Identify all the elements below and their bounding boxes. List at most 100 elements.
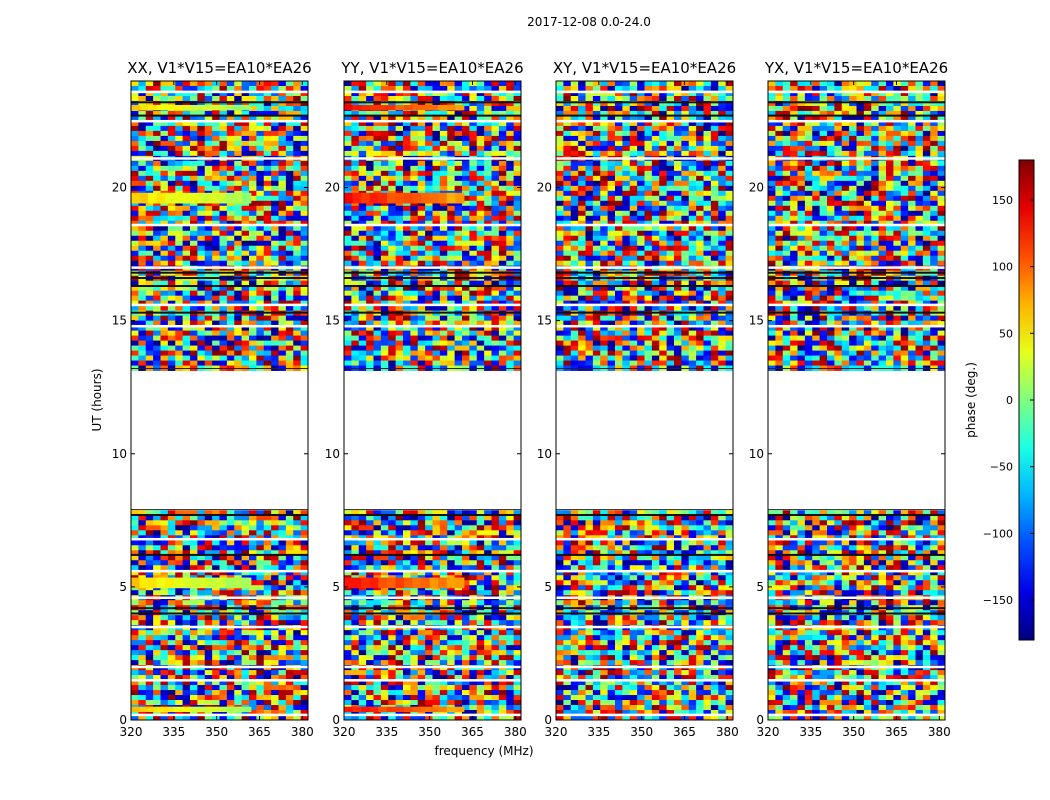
phase-cell [454, 125, 463, 132]
phase-cell [373, 95, 382, 102]
phase-cell [373, 350, 382, 356]
phase-cell [388, 180, 397, 187]
phase-cell [351, 185, 360, 192]
phase-cell [175, 675, 184, 681]
phase-cell [491, 360, 500, 366]
phase-cell [131, 100, 139, 107]
phase-cell [271, 185, 279, 192]
phase-cell [506, 205, 515, 212]
phase-cell [491, 240, 500, 247]
phase-cell [462, 150, 470, 157]
phase-cell [175, 285, 184, 292]
phase-cell [380, 545, 389, 551]
phase-cell [256, 135, 265, 142]
phase-cell [293, 120, 302, 127]
phase-cell [469, 85, 478, 92]
phase-cell [373, 690, 382, 696]
phase-cell [476, 710, 485, 716]
phase-cell [344, 90, 352, 97]
phase-cell [182, 350, 191, 356]
phase-cell [447, 620, 456, 626]
coherent-band [455, 192, 465, 204]
phase-cell [278, 260, 287, 267]
phase-cell [513, 130, 521, 137]
phase-cell [476, 580, 485, 586]
flagged-row [344, 119, 521, 123]
phase-cell [388, 255, 397, 262]
phase-cell [160, 645, 169, 651]
coherent-band [412, 706, 422, 713]
phase-cell [145, 240, 154, 247]
phase-cell [182, 185, 191, 192]
phase-cell [439, 550, 448, 556]
phase-cell [462, 510, 470, 516]
phase-cell [241, 570, 250, 576]
phase-cell [278, 530, 287, 536]
phase-cell [454, 560, 463, 566]
phase-cell [226, 81, 235, 87]
phase-cell [403, 95, 411, 102]
phase-cell [145, 350, 154, 356]
phase-cell [432, 355, 441, 361]
phase-cell [226, 360, 235, 366]
phase-cell [425, 600, 433, 606]
phase-cell [300, 140, 308, 147]
phase-cell [197, 220, 206, 227]
phase-cell [358, 340, 367, 346]
phase-cell [241, 90, 250, 97]
phase-cell [425, 305, 433, 312]
phase-cell [403, 170, 411, 177]
phase-cell [145, 550, 154, 556]
phase-cell [425, 250, 433, 257]
phase-cell [131, 675, 139, 681]
phase-cell [403, 235, 411, 242]
phase-cell [366, 335, 374, 341]
phase-cell [484, 95, 492, 102]
phase-cell [138, 160, 147, 167]
phase-cell [204, 295, 213, 302]
phase-cell [175, 205, 184, 212]
phase-cell [256, 315, 265, 322]
phase-cell [454, 180, 463, 187]
phase-cell [447, 260, 456, 267]
phase-cell [160, 305, 169, 312]
phase-cell [182, 700, 191, 706]
phase-cell [263, 145, 272, 152]
phase-cell [439, 615, 448, 621]
phase-cell [226, 255, 235, 262]
phase-cell [380, 510, 389, 516]
phase-cell [344, 235, 352, 242]
phase-cell [454, 570, 463, 576]
phase-cell [432, 130, 441, 137]
phase-cell [131, 215, 139, 222]
phase-cell [484, 225, 492, 232]
phase-cell [469, 330, 478, 336]
phase-cell [197, 615, 206, 621]
phase-cell [410, 130, 419, 137]
phase-cell [351, 510, 360, 516]
phase-cell [197, 710, 206, 716]
phase-cell [293, 225, 302, 232]
phase-cell [425, 135, 433, 142]
phase-cell [263, 130, 272, 137]
phase-cell [425, 620, 433, 626]
phase-cell [454, 550, 463, 556]
phase-cell [410, 165, 419, 172]
phase-cell [410, 620, 419, 626]
phase-cell [462, 285, 470, 292]
phase-cell [249, 295, 257, 302]
phase-cell [373, 245, 382, 252]
coherent-band [216, 706, 226, 713]
phase-cell [145, 220, 154, 227]
phase-cell [190, 650, 198, 656]
phase-cell [285, 585, 294, 591]
phase-cell [417, 110, 426, 117]
phase-cell [293, 195, 302, 202]
phase-cell [380, 305, 389, 312]
phase-cell [212, 555, 220, 561]
phase-cell [204, 340, 213, 346]
phase-cell [498, 675, 507, 681]
phase-cell [462, 95, 470, 102]
phase-cell [204, 100, 213, 107]
phase-cell [182, 140, 191, 147]
